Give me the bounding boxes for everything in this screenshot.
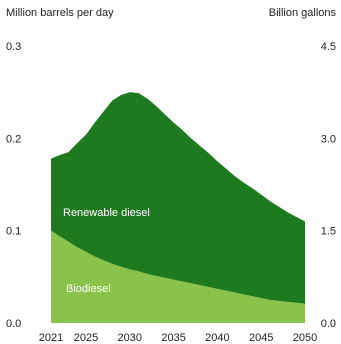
x-tick-label: 2035 — [161, 332, 185, 344]
area-biodiesel — [51, 230, 305, 323]
x-tick-label: 2045 — [249, 332, 273, 344]
x-tick-label: 2040 — [205, 332, 229, 344]
x-axis-ticks: 2021 2025 2030 2035 2040 2045 2050 — [39, 332, 317, 344]
x-tick-label: 2025 — [74, 332, 98, 344]
area-renewable-diesel — [51, 92, 305, 304]
area-layer — [51, 92, 305, 323]
series-labels: Biodiesel Renewable diesel — [63, 207, 150, 295]
right-axis-ticks: 0.0 1.5 3.0 4.5 — [321, 41, 336, 330]
right-tick-label: 1.5 — [321, 226, 336, 238]
right-tick-label: 0.0 — [321, 318, 336, 330]
x-tick-label: 2021 — [39, 332, 63, 344]
x-tick-label: 2030 — [118, 332, 142, 344]
left-tick-label: 0.0 — [6, 318, 21, 330]
series-label-renewable-diesel: Renewable diesel — [63, 207, 150, 219]
series-label-biodiesel: Biodiesel — [66, 283, 111, 295]
left-tick-label: 0.3 — [6, 41, 21, 53]
right-axis-title: Billion gallons — [269, 7, 337, 19]
right-tick-label: 3.0 — [321, 133, 336, 145]
left-axis-title: Million barrels per day — [6, 7, 114, 19]
right-tick-label: 4.5 — [321, 41, 336, 53]
left-tick-label: 0.2 — [6, 133, 21, 145]
plot-area — [51, 92, 305, 323]
left-tick-label: 0.1 — [6, 226, 21, 238]
left-axis-ticks: 0.0 0.1 0.2 0.3 — [6, 41, 21, 330]
x-tick-label: 2050 — [293, 332, 317, 344]
